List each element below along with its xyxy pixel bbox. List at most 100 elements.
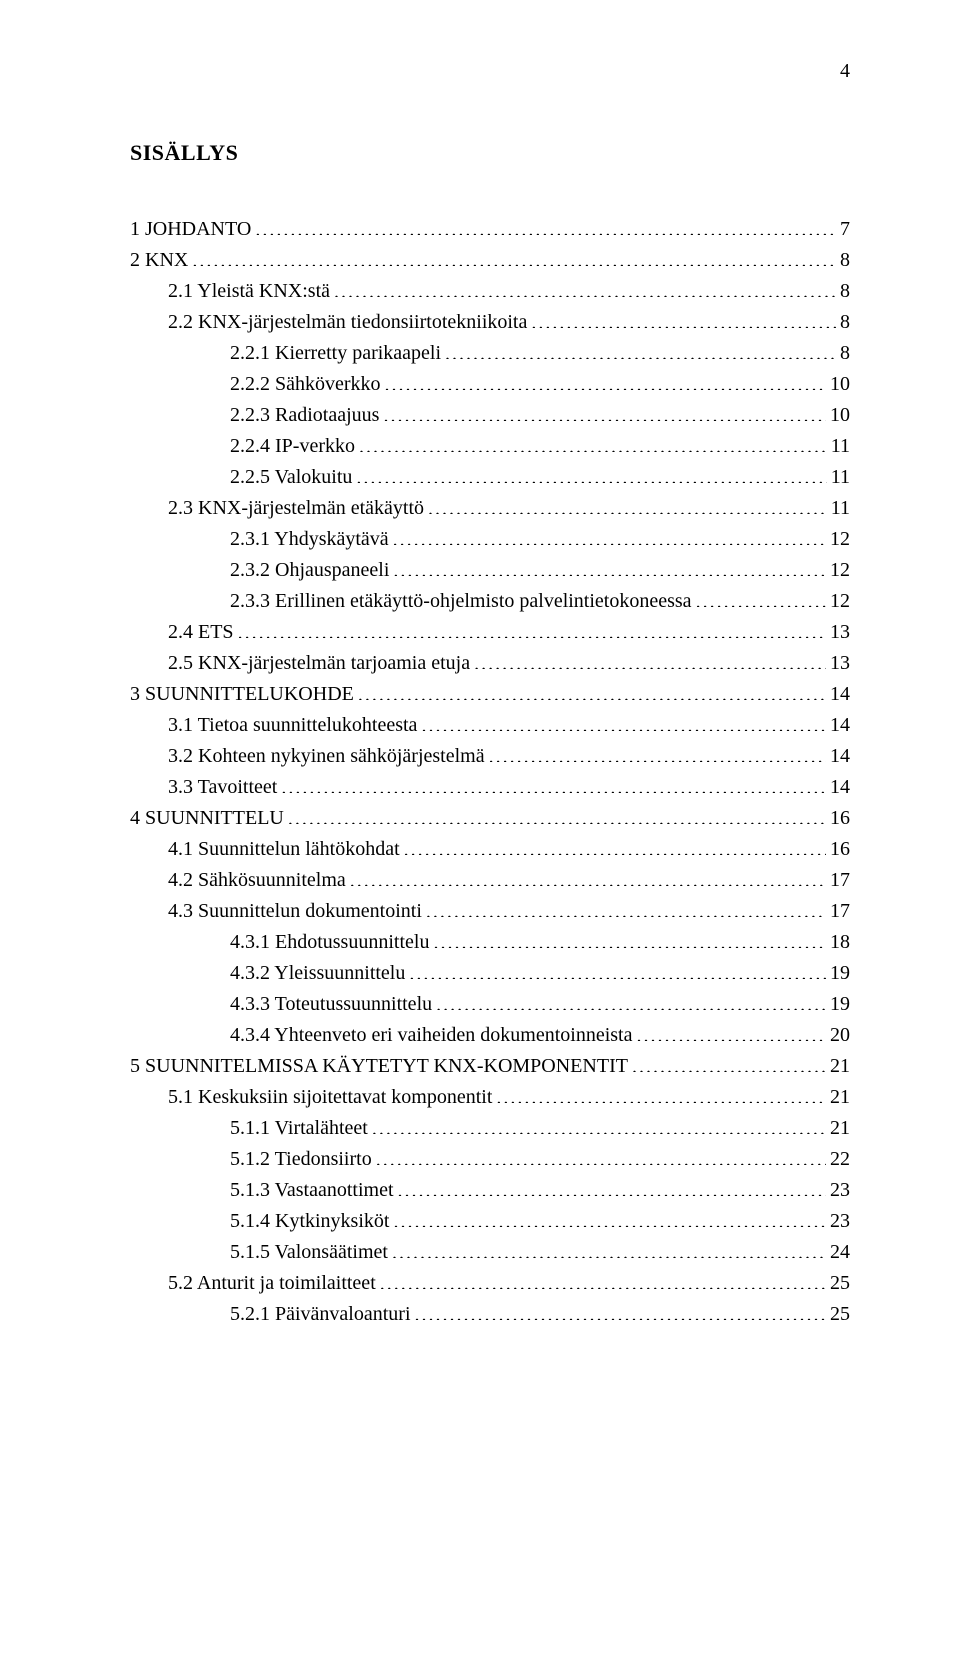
toc-entry: 2.3 KNX-järjestelmän etäkäyttö11 [130,493,850,524]
toc-entry-page: 24 [830,1237,850,1268]
toc-entry-page: 10 [830,369,850,400]
toc-entry: 2.2.4 IP-verkko11 [130,431,850,462]
toc-leader [433,928,826,948]
toc-entry-page: 14 [830,710,850,741]
toc-leader [281,773,826,793]
toc-entry: 2.3.3 Erillinen etäkäyttö-ohjelmisto pal… [130,586,850,617]
toc-entry: 2.1 Yleistä KNX:stä8 [130,276,850,307]
toc-entry-page: 23 [830,1175,850,1206]
toc-entry-page: 11 [831,462,850,493]
toc-entry-label: 2.3.2 Ohjauspaneeli [230,555,389,586]
toc-entry-label: 4.3 Suunnittelun dokumentointi [168,896,422,927]
toc-entry: 4.1 Suunnittelun lähtökohdat 16 [130,834,850,865]
document-page: 4 SISÄLLYS 1 JOHDANTO72 KNX82.1 Yleistä … [0,0,960,1678]
toc-title: SISÄLLYS [130,140,850,166]
toc-entry-label: 2.3.3 Erillinen etäkäyttö-ohjelmisto pal… [230,586,692,617]
toc-leader [409,959,826,979]
toc-leader [415,1300,826,1320]
toc-entry: 4 SUUNNITTELU16 [130,803,850,834]
toc-entry-label: 2.2.5 Valokuitu [230,462,352,493]
toc-leader [696,587,826,607]
toc-entry: 2.2 KNX-järjestelmän tiedonsiirtotekniik… [130,307,850,338]
toc-entry: 4.3.2 Yleissuunnittelu19 [130,958,850,989]
toc-leader [398,1176,827,1196]
toc-list: 1 JOHDANTO72 KNX82.1 Yleistä KNX:stä82.2… [130,214,850,1330]
toc-leader [393,556,826,576]
toc-leader [474,649,826,669]
toc-entry-label: 4.3.3 Toteutussuunnittelu [230,989,432,1020]
toc-entry: 4.3 Suunnittelun dokumentointi17 [130,896,850,927]
toc-entry-label: 2.4 ETS [168,617,234,648]
toc-entry-label: 3 SUUNNITTELUKOHDE [130,679,354,710]
toc-entry-page: 16 [830,834,850,865]
toc-leader [376,1145,826,1165]
toc-entry-label: 4.3.1 Ehdotussuunnittelu [230,927,429,958]
toc-entry-page: 12 [830,524,850,555]
toc-leader [192,246,836,266]
toc-entry-label: 3.3 Tavoitteet [168,772,277,803]
toc-leader [238,618,826,638]
toc-entry-label: 2.3.1 Yhdyskäytävä [230,524,389,555]
toc-entry-page: 12 [830,555,850,586]
toc-entry: 2.2.5 Valokuitu 11 [130,462,850,493]
toc-leader [636,1021,826,1041]
toc-entry: 5.1.3 Vastaanottimet 23 [130,1175,850,1206]
toc-entry: 5.1.2 Tiedonsiirto22 [130,1144,850,1175]
toc-entry: 4.3.1 Ehdotussuunnittelu18 [130,927,850,958]
toc-entry-page: 7 [840,214,850,245]
toc-entry-page: 8 [840,307,850,338]
toc-entry-page: 17 [830,865,850,896]
toc-leader [393,525,826,545]
toc-entry-page: 11 [831,431,850,462]
toc-entry-label: 3.1 Tietoa suunnittelukohteesta [168,710,417,741]
toc-entry-page: 25 [830,1268,850,1299]
toc-leader [496,1083,826,1103]
toc-entry: 5.1.5 Valonsäätimet24 [130,1237,850,1268]
toc-entry-label: 2.2.3 Radiotaajuus [230,400,379,431]
toc-entry-label: 4.3.4 Yhteenveto eri vaiheiden dokumento… [230,1020,632,1051]
toc-entry-label: 5 SUUNNITELMISSA KÄYTETYT KNX-KOMPONENTI… [130,1051,628,1082]
toc-entry: 5.2.1 Päivänvaloanturi25 [130,1299,850,1330]
page-number: 4 [840,60,850,83]
toc-entry-label: 4.1 Suunnittelun lähtökohdat [168,834,400,865]
toc-entry: 4.2 Sähkösuunnitelma17 [130,865,850,896]
toc-entry: 2.2.1 Kierretty parikaapeli8 [130,338,850,369]
toc-entry: 3 SUUNNITTELUKOHDE 14 [130,679,850,710]
toc-entry: 5.1 Keskuksiin sijoitettavat komponentit… [130,1082,850,1113]
toc-entry-page: 8 [840,245,850,276]
toc-entry: 3.1 Tietoa suunnittelukohteesta 14 [130,710,850,741]
toc-entry-page: 13 [830,648,850,679]
toc-entry: 2.4 ETS13 [130,617,850,648]
toc-entry-page: 14 [830,741,850,772]
toc-entry-page: 12 [830,586,850,617]
toc-leader [334,277,836,297]
toc-leader [421,711,826,731]
toc-entry: 2 KNX 8 [130,245,850,276]
toc-leader [531,308,836,328]
toc-entry-label: 5.1.1 Virtalähteet [230,1113,368,1144]
toc-entry-label: 2.2.2 Sähköverkko [230,369,381,400]
toc-entry: 1 JOHDANTO7 [130,214,850,245]
toc-entry-label: 5.2.1 Päivänvaloanturi [230,1299,411,1330]
toc-entry: 5.1.4 Kytkinyksiköt 23 [130,1206,850,1237]
toc-entry: 2.3.1 Yhdyskäytävä 12 [130,524,850,555]
toc-entry-label: 5.1 Keskuksiin sijoitettavat komponentit [168,1082,492,1113]
toc-entry-label: 4.3.2 Yleissuunnittelu [230,958,405,989]
toc-entry-label: 2 KNX [130,245,188,276]
toc-entry-page: 23 [830,1206,850,1237]
toc-entry-page: 8 [840,338,850,369]
toc-leader [383,401,826,421]
toc-entry-label: 5.1.3 Vastaanottimet [230,1175,394,1206]
toc-leader [426,897,826,917]
toc-entry-page: 14 [830,679,850,710]
toc-entry-label: 5.1.4 Kytkinyksiköt [230,1206,389,1237]
toc-entry-page: 10 [830,400,850,431]
toc-container: SISÄLLYS 1 JOHDANTO72 KNX82.1 Yleistä KN… [130,140,850,1330]
toc-entry: 2.2.2 Sähköverkko 10 [130,369,850,400]
toc-entry-page: 16 [830,803,850,834]
toc-entry-label: 2.2 KNX-järjestelmän tiedonsiirtotekniik… [168,307,527,338]
toc-entry: 2.2.3 Radiotaajuus 10 [130,400,850,431]
toc-leader [393,1207,826,1227]
toc-entry-page: 21 [830,1051,850,1082]
toc-leader [632,1052,826,1072]
